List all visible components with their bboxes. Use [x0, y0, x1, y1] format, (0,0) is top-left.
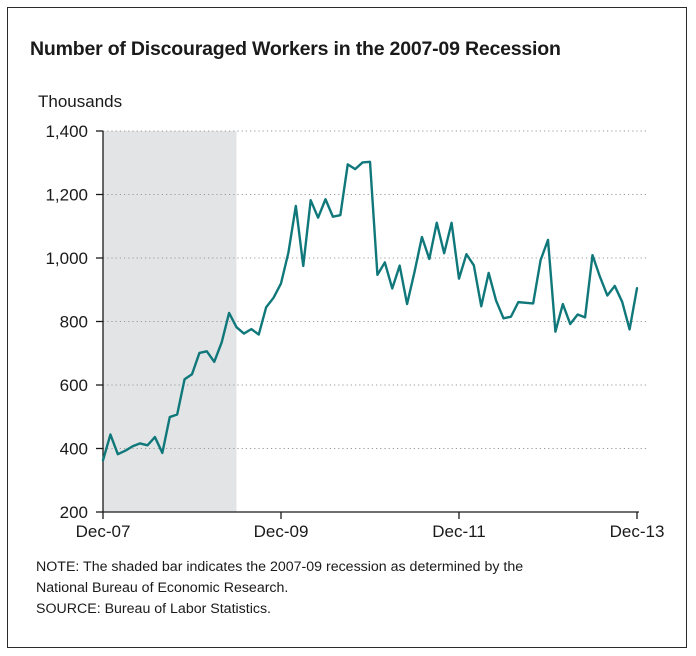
source-line: SOURCE: Bureau of Labor Statistics.: [36, 601, 271, 617]
chart-notes: NOTE: The shaded bar indicates the 2007-…: [36, 557, 666, 620]
x-tick-label: Dec-13: [610, 522, 665, 541]
recession-shaded-bar: [103, 131, 237, 512]
axes-layer: [96, 130, 639, 519]
series-line: [101, 160, 639, 462]
x-tick-label: Dec-07: [76, 522, 131, 541]
chart-title: Number of Discouraged Workers in the 200…: [30, 38, 561, 60]
series-layer: [101, 160, 639, 462]
y-axis-units-label: Thousands: [38, 92, 123, 111]
x-tick-labels: Dec-07 Dec-09 Dec-11 Dec-13: [76, 522, 665, 541]
y-tick-label: 800: [60, 313, 88, 332]
y-tick-label: 1,000: [45, 249, 88, 268]
y-tick-label: 200: [60, 503, 88, 522]
note-line-1: NOTE: The shaded bar indicates the 2007-…: [36, 559, 524, 575]
recession-shading-layer: [103, 131, 237, 512]
y-tick-labels: 200 400 600 800 1,000 1,200 1,400: [45, 122, 88, 522]
y-tick-label: 600: [60, 376, 88, 395]
note-line-2: National Bureau of Economic Research.: [36, 580, 289, 596]
y-tick-label: 1,400: [45, 122, 88, 141]
x-tick-label: Dec-11: [432, 522, 486, 541]
x-tick-label: Dec-09: [254, 522, 309, 541]
y-tick-label: 400: [60, 440, 88, 459]
y-tick-label: 1,200: [45, 186, 88, 205]
